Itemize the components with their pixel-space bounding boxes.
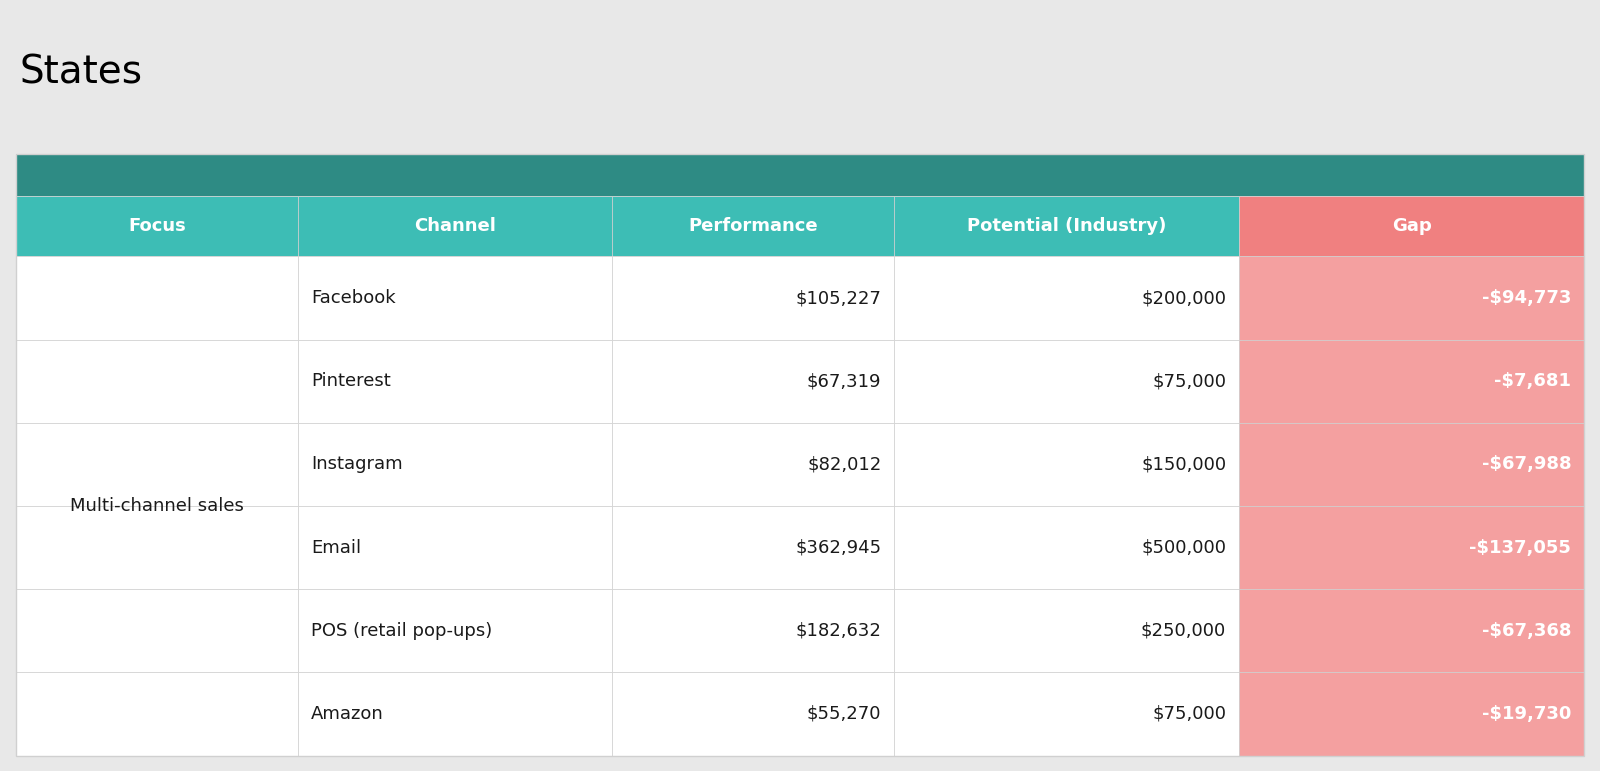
FancyBboxPatch shape — [894, 197, 1238, 257]
FancyBboxPatch shape — [611, 257, 894, 339]
FancyBboxPatch shape — [894, 589, 1238, 672]
FancyBboxPatch shape — [611, 672, 894, 756]
FancyBboxPatch shape — [611, 506, 894, 589]
Text: $362,945: $362,945 — [795, 539, 882, 557]
Text: $75,000: $75,000 — [1152, 705, 1226, 723]
FancyBboxPatch shape — [894, 257, 1238, 339]
FancyBboxPatch shape — [298, 423, 611, 506]
Text: $150,000: $150,000 — [1141, 456, 1226, 473]
FancyBboxPatch shape — [611, 589, 894, 672]
FancyBboxPatch shape — [894, 672, 1238, 756]
FancyBboxPatch shape — [16, 423, 298, 506]
FancyBboxPatch shape — [611, 423, 894, 506]
Text: Multi-channel sales: Multi-channel sales — [70, 497, 245, 515]
FancyBboxPatch shape — [1238, 506, 1584, 589]
Text: $500,000: $500,000 — [1141, 539, 1226, 557]
Text: Amazon: Amazon — [310, 705, 384, 723]
Text: $200,000: $200,000 — [1141, 289, 1226, 307]
FancyBboxPatch shape — [1238, 589, 1584, 672]
Text: -$94,773: -$94,773 — [1482, 289, 1571, 307]
FancyBboxPatch shape — [298, 589, 611, 672]
FancyBboxPatch shape — [298, 506, 611, 589]
FancyBboxPatch shape — [298, 257, 611, 339]
FancyBboxPatch shape — [611, 339, 894, 423]
FancyBboxPatch shape — [16, 154, 1584, 197]
FancyBboxPatch shape — [298, 339, 611, 423]
Text: -$137,055: -$137,055 — [1469, 539, 1571, 557]
Text: $105,227: $105,227 — [795, 289, 882, 307]
FancyBboxPatch shape — [1238, 672, 1584, 756]
FancyBboxPatch shape — [894, 423, 1238, 506]
Text: $182,632: $182,632 — [795, 621, 882, 640]
FancyBboxPatch shape — [16, 506, 298, 589]
Text: Email: Email — [310, 539, 362, 557]
Text: POS (retail pop-ups): POS (retail pop-ups) — [310, 621, 493, 640]
Text: States: States — [19, 54, 142, 92]
Text: $67,319: $67,319 — [806, 372, 882, 390]
Text: -$7,681: -$7,681 — [1494, 372, 1571, 390]
FancyBboxPatch shape — [16, 589, 298, 672]
Text: $82,012: $82,012 — [806, 456, 882, 473]
Text: Channel: Channel — [414, 217, 496, 235]
Text: -$67,368: -$67,368 — [1482, 621, 1571, 640]
FancyBboxPatch shape — [16, 339, 298, 423]
Text: Facebook: Facebook — [310, 289, 395, 307]
FancyBboxPatch shape — [16, 257, 298, 339]
Text: $55,270: $55,270 — [806, 705, 882, 723]
Text: Focus: Focus — [128, 217, 186, 235]
FancyBboxPatch shape — [298, 672, 611, 756]
FancyBboxPatch shape — [611, 197, 894, 257]
FancyBboxPatch shape — [298, 197, 611, 257]
FancyBboxPatch shape — [1238, 339, 1584, 423]
FancyBboxPatch shape — [894, 339, 1238, 423]
FancyBboxPatch shape — [16, 672, 298, 756]
FancyBboxPatch shape — [1238, 197, 1584, 257]
Text: $75,000: $75,000 — [1152, 372, 1226, 390]
Text: Gap: Gap — [1392, 217, 1432, 235]
FancyBboxPatch shape — [1238, 257, 1584, 339]
Text: Performance: Performance — [688, 217, 818, 235]
FancyBboxPatch shape — [1238, 423, 1584, 506]
Text: Potential (Industry): Potential (Industry) — [966, 217, 1166, 235]
Text: Instagram: Instagram — [310, 456, 403, 473]
Text: Pinterest: Pinterest — [310, 372, 390, 390]
FancyBboxPatch shape — [894, 506, 1238, 589]
Text: -$19,730: -$19,730 — [1482, 705, 1571, 723]
Text: $250,000: $250,000 — [1141, 621, 1226, 640]
FancyBboxPatch shape — [16, 197, 298, 257]
Text: -$67,988: -$67,988 — [1482, 456, 1571, 473]
